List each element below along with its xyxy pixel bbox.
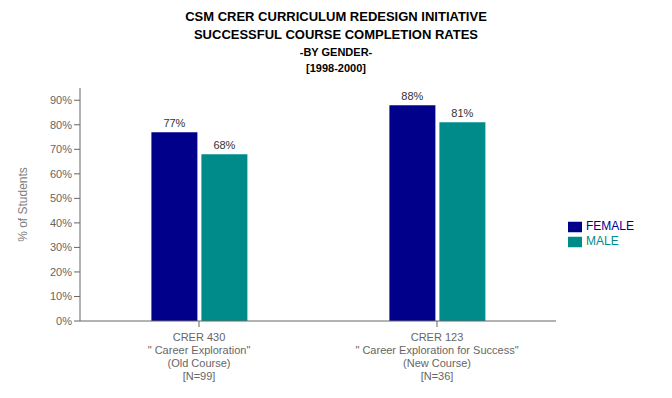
html-text:[1998-2000]: [1998-2000]	[306, 62, 366, 74]
svg-text:0%: 0%	[56, 315, 72, 327]
svg-text:10%: 10%	[50, 290, 72, 302]
svg-text:80%: 80%	[50, 119, 72, 131]
svg-text:% of Students: % of Students	[16, 167, 30, 242]
html-text:MALE: MALE	[586, 234, 619, 248]
svg-text:50%: 50%	[50, 192, 72, 204]
svg-text:40%: 40%	[50, 217, 72, 229]
svg-text:20%: 20%	[50, 266, 72, 278]
svg-text:CRER 430" Career Exploration"(: CRER 430" Career Exploration"(Old Course…	[148, 331, 251, 382]
svg-text:77%: 77%	[163, 117, 185, 129]
svg-text:81%: 81%	[451, 107, 473, 119]
html-text:CSM CRER CURRICULUM REDESIGN I: CSM CRER CURRICULUM REDESIGN INITIATIVE	[185, 9, 487, 24]
html-text:SUCCESSFUL COURSE COMPLETION R: SUCCESSFUL COURSE COMPLETION RATES	[193, 27, 478, 42]
svg-text:30%: 30%	[50, 241, 72, 253]
svg-text:70%: 70%	[50, 143, 72, 155]
html-text:-BY GENDER-: -BY GENDER-	[299, 46, 373, 58]
svg-text:CRER 123" Career Exploration f: CRER 123" Career Exploration for Success…	[355, 331, 518, 382]
svg-text:68%: 68%	[213, 139, 235, 151]
svg-text:60%: 60%	[50, 168, 72, 180]
html-text:FEMALE: FEMALE	[586, 219, 634, 234]
svg-text:88%: 88%	[401, 90, 423, 102]
svg-text:90%: 90%	[50, 94, 72, 106]
